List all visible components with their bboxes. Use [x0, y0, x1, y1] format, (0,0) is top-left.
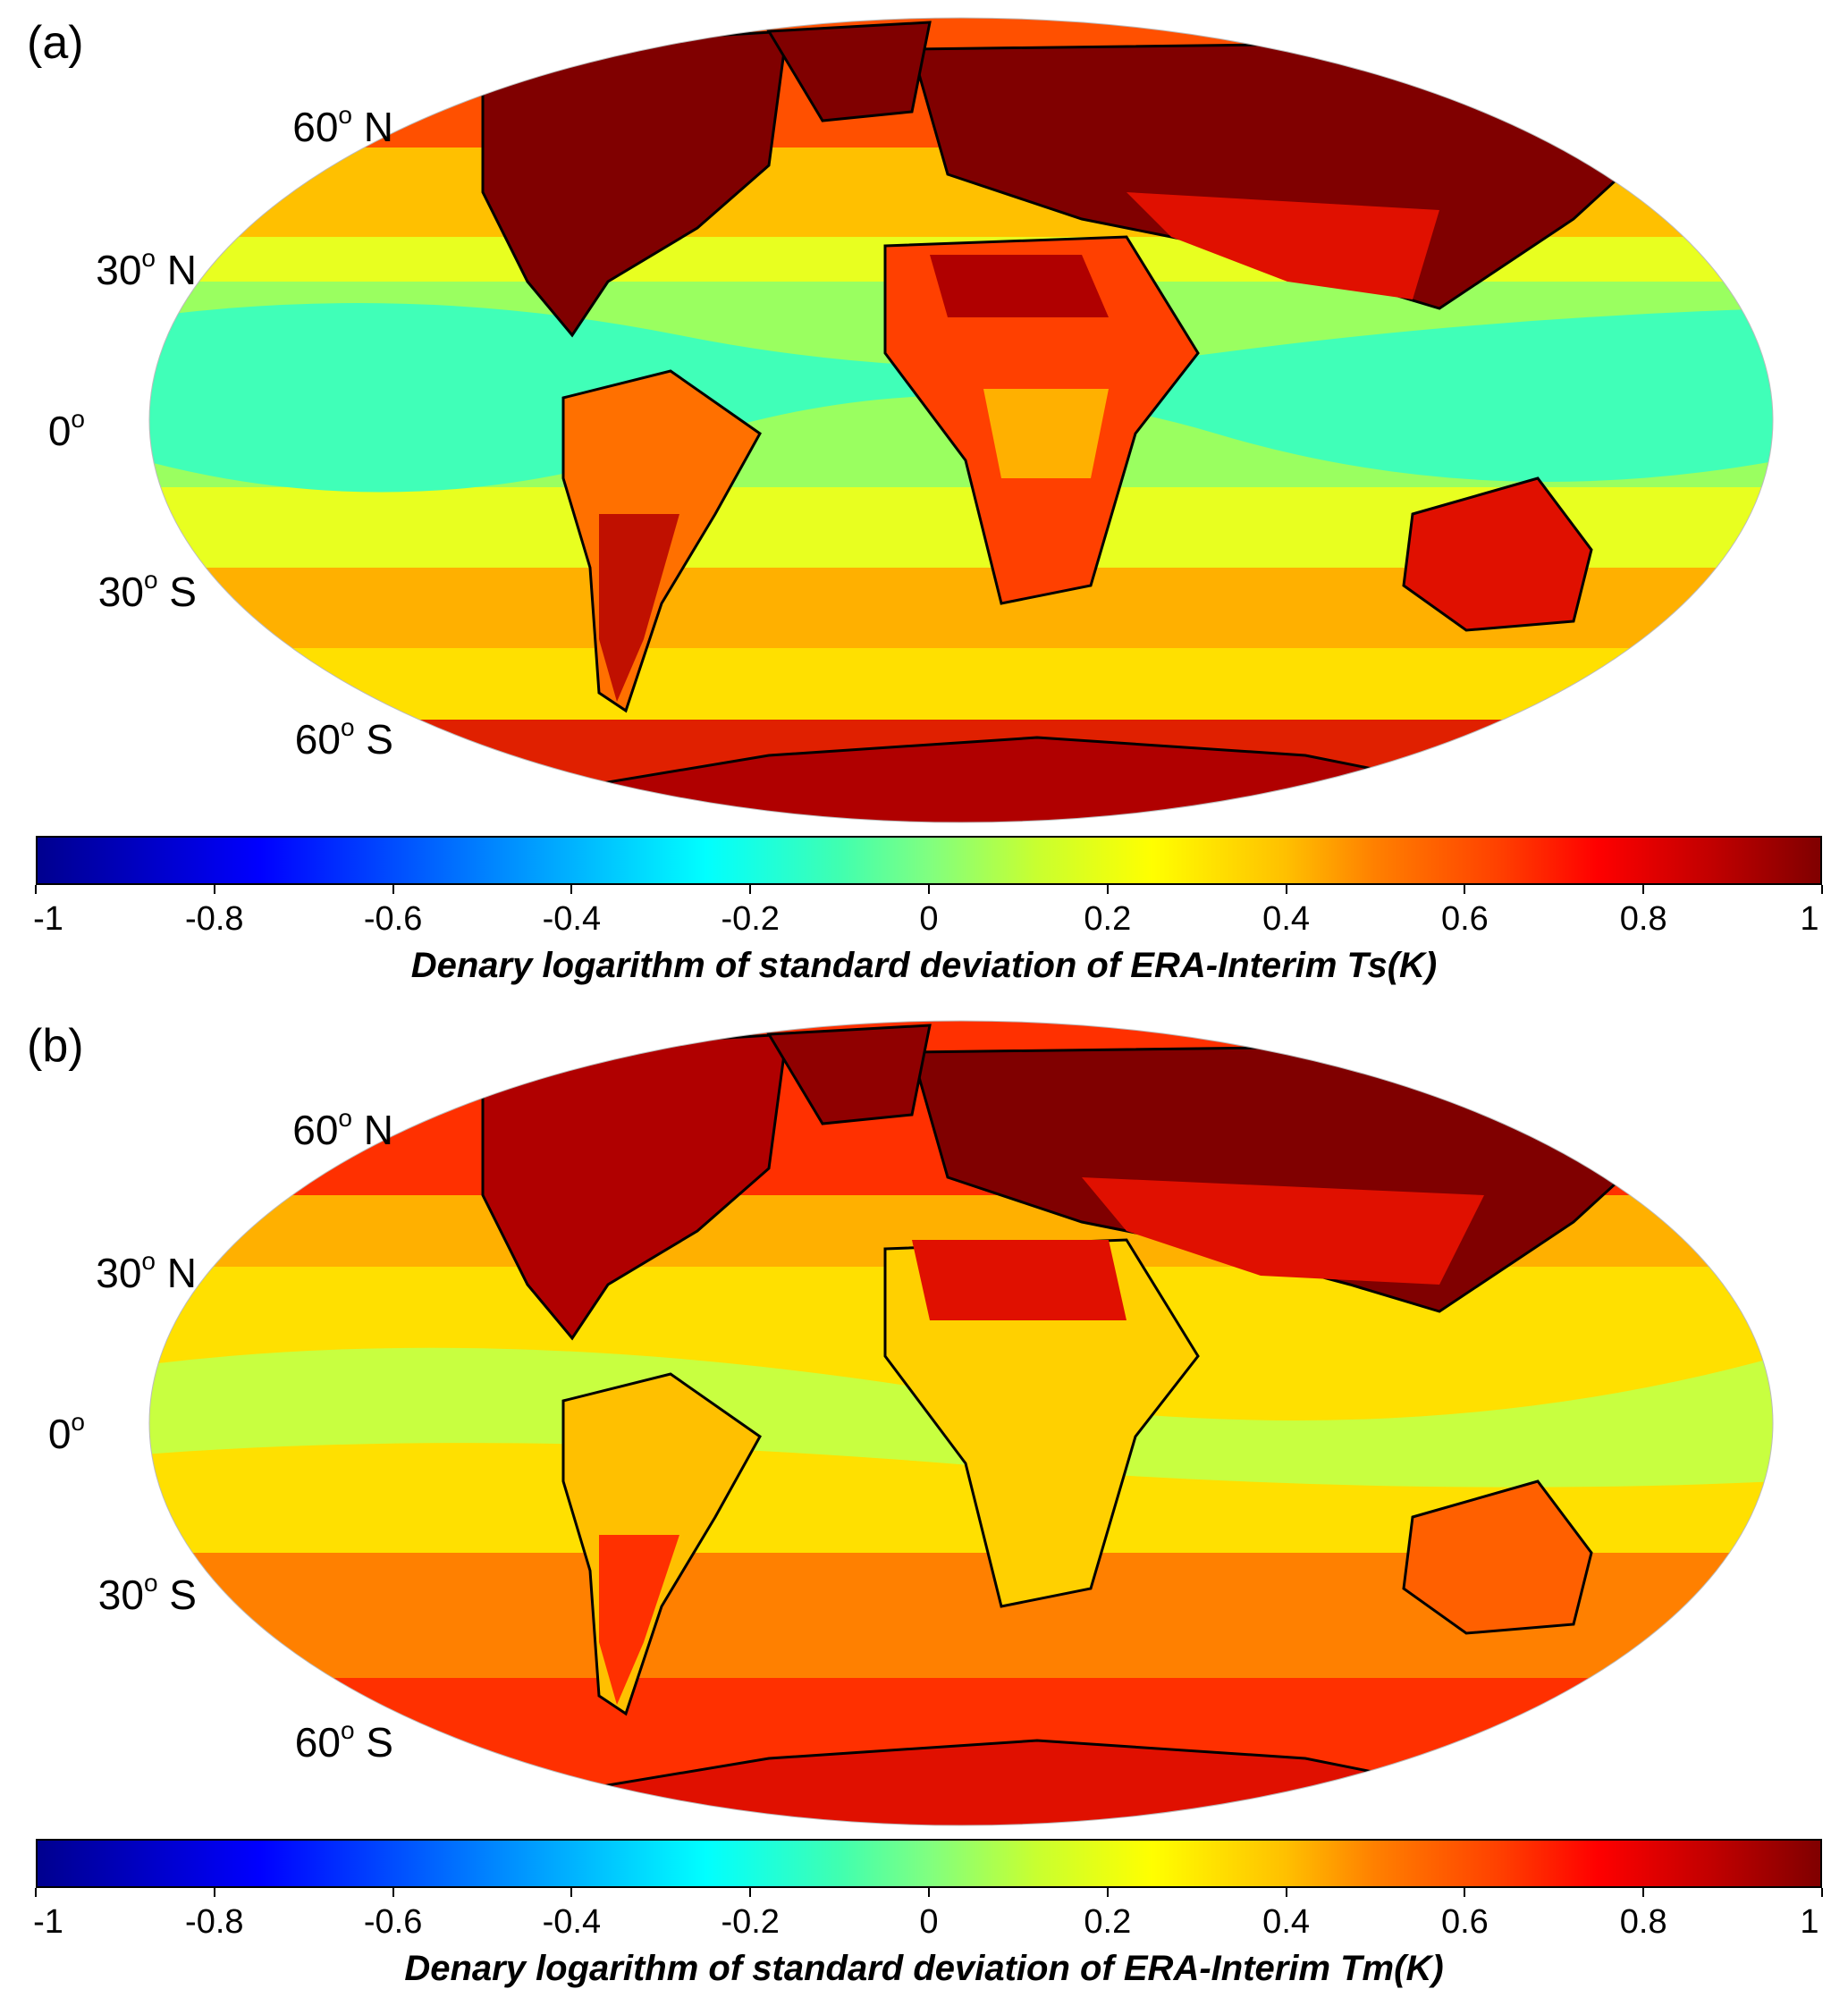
panel-label: (b)	[27, 1020, 84, 1072]
mollweide-map-ts	[148, 17, 1774, 823]
colorbar-tick	[928, 1888, 930, 1897]
colorbar-tick	[928, 885, 930, 894]
colorbar-tick-label: -1	[33, 1903, 63, 1941]
colorbar-tick	[35, 885, 37, 894]
lat-label-30n: 30o N	[96, 1247, 197, 1296]
mollweide-map-tm	[148, 1020, 1774, 1826]
colorbar-tick-label: 0.6	[1440, 1903, 1489, 1941]
colorbar-tick-label: 1	[1800, 1903, 1819, 1941]
lat-label-0: 0o	[47, 1408, 85, 1457]
south-america-south	[599, 514, 679, 702]
colorbar-tick	[1642, 885, 1645, 894]
map-border	[148, 17, 1774, 823]
australia	[1402, 1479, 1593, 1635]
colorbar-tick-label: 0	[919, 1903, 939, 1941]
lat-label-60n: 60o N	[292, 101, 393, 150]
colorbar-tick-label: -0.8	[185, 1903, 244, 1941]
colorbar-tick-label: 0.4	[1262, 900, 1311, 938]
colorbar-tick-label: -0.2	[721, 1903, 780, 1941]
band-tropical-core	[149, 303, 1773, 493]
panel-b: (b) 60o N 30o N 0o 30o S 60o S	[0, 1003, 1848, 2006]
north-america	[481, 30, 789, 338]
colorbar-tick	[1106, 885, 1109, 894]
colorbar: -1 -0.8 -0.6 -0.4 -0.2 0 0.2 0.4 0.6 0.8 1	[33, 1839, 1823, 1941]
panel-label: (a)	[27, 17, 84, 69]
south-america-south	[599, 1535, 679, 1705]
colorbar-tick-label: 0.2	[1084, 1903, 1132, 1941]
colorbar-tick	[213, 1888, 215, 1897]
colorbar-tick-label: -1	[33, 900, 63, 938]
north-america	[481, 1032, 789, 1341]
colorbar: -1 -0.8 -0.6 -0.4 -0.2 0 0.2 0.4 0.6 0.8 1	[33, 836, 1823, 938]
australia	[1402, 476, 1593, 632]
colorbar-tick	[749, 1888, 752, 1897]
colorbar-tick	[1285, 885, 1287, 894]
colorbar-tick	[392, 885, 394, 894]
colorbar-tick	[1821, 1888, 1823, 1897]
band-south-yellow	[149, 648, 1773, 720]
lat-label-0: 0o	[47, 405, 85, 454]
colorbar-tick-label: 0	[919, 900, 939, 938]
colorbar-tick-label: 0.2	[1084, 900, 1132, 938]
colorbar-tick	[1464, 885, 1466, 894]
colorbar-title: Denary logarithm of standard deviation o…	[410, 946, 1438, 985]
colorbar-tick	[1464, 1888, 1466, 1897]
eurasia-south	[1082, 1177, 1484, 1285]
colorbar-tick	[35, 1888, 37, 1897]
lat-label-30s: 30o S	[97, 1569, 197, 1618]
lat-label-60s: 60o S	[294, 1716, 393, 1766]
africa	[883, 1238, 1200, 1608]
greenland	[766, 21, 932, 122]
colorbar-tick	[570, 1888, 573, 1897]
colorbar-tick-label: 1	[1800, 900, 1819, 938]
colorbar-title: Denary logarithm of standard deviation o…	[404, 1949, 1444, 1988]
colorbar-tick-label: -0.6	[363, 900, 423, 938]
colorbar-tick-label: 0.8	[1619, 1903, 1667, 1941]
lat-label-60n: 60o N	[292, 1104, 393, 1153]
colorbar-tick	[1821, 885, 1823, 894]
map-border	[148, 1020, 1774, 1826]
sahara	[930, 255, 1109, 317]
colorbar-tick	[749, 885, 752, 894]
colorbar-tick-label: -0.6	[363, 1903, 423, 1941]
lat-label-60s: 60o S	[294, 713, 393, 763]
colorbar-tick	[570, 885, 573, 894]
colorbar-tick	[1285, 1888, 1287, 1897]
lat-label-30s: 30o S	[97, 566, 197, 615]
colorbar-gradient	[36, 1839, 1822, 1888]
colorbar-gradient	[36, 836, 1822, 885]
eurasia-south	[1127, 192, 1439, 299]
colorbar-tick-label: 0.4	[1262, 1903, 1311, 1941]
sahara	[912, 1240, 1127, 1320]
colorbar-tick-label: -0.4	[542, 1903, 602, 1941]
panel-a: (a) 60o N 3	[27, 17, 1823, 985]
colorbar-tick-label: 0.6	[1440, 900, 1489, 938]
colorbar-tick-label: -0.4	[542, 900, 602, 938]
colorbar-tick-label: -0.8	[185, 900, 244, 938]
greenland	[766, 1024, 932, 1125]
lat-label-30n: 30o N	[96, 244, 197, 293]
africa-central	[983, 389, 1109, 478]
colorbar-tick-label: 0.8	[1619, 900, 1667, 938]
colorbar-tick	[1106, 1888, 1109, 1897]
colorbar-tick-label: -0.2	[721, 900, 780, 938]
colorbar-tick	[213, 885, 215, 894]
colorbar-tick	[392, 1888, 394, 1897]
colorbar-tick	[1642, 1888, 1645, 1897]
